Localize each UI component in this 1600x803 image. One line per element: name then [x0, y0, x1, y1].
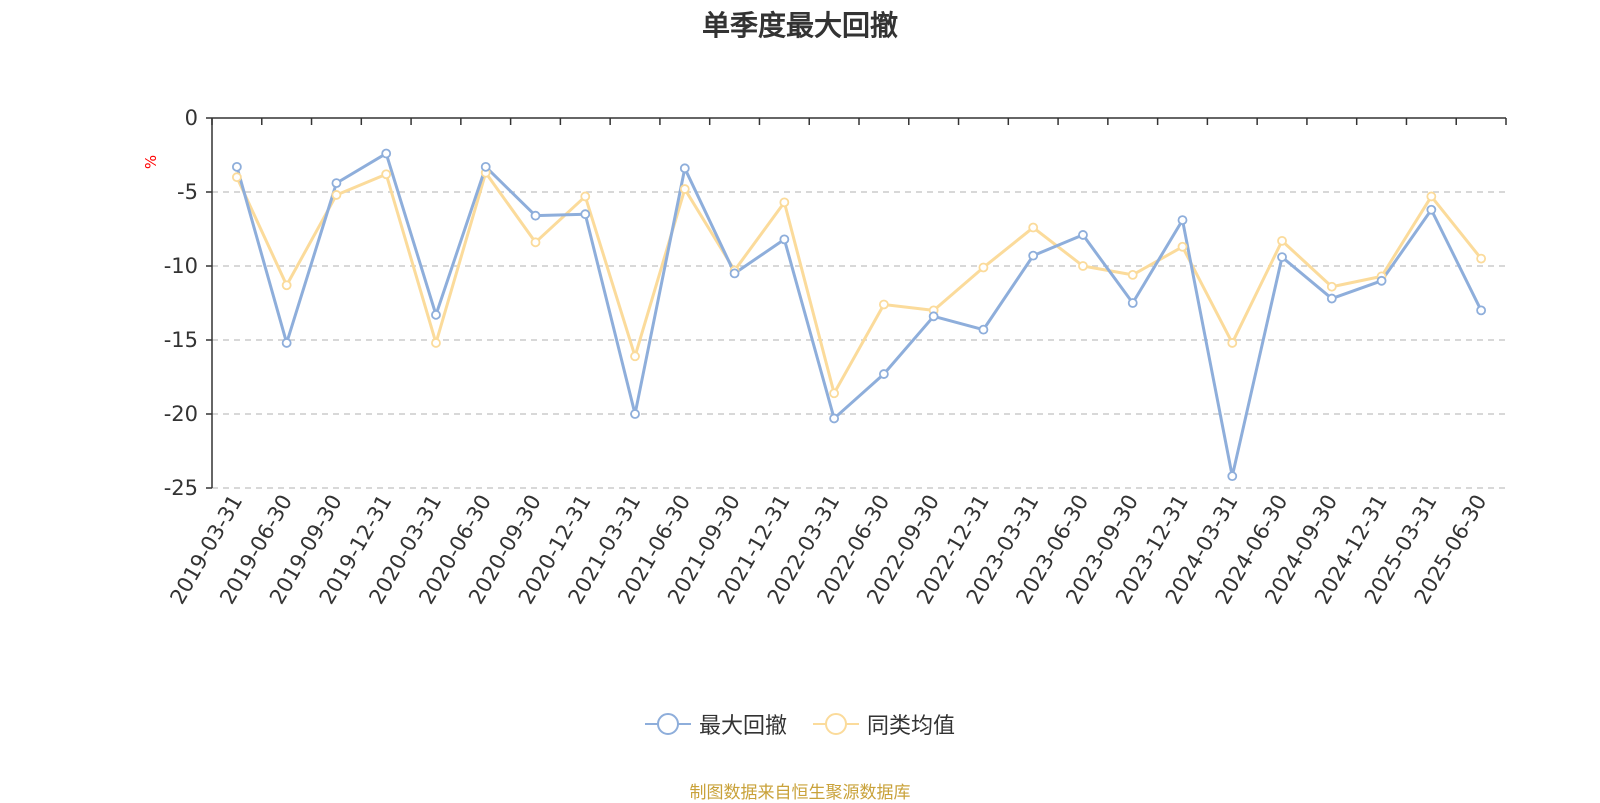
data-point-series-2[interactable]	[1078, 261, 1088, 271]
data-point-series-1[interactable]	[480, 161, 491, 172]
legend-label-series-1: 最大回撤	[698, 714, 787, 739]
y-axis-unit-label: %	[142, 155, 160, 169]
legend-item-series-2[interactable]: 同类均值	[813, 708, 955, 740]
data-point-series-1[interactable]	[1028, 250, 1039, 261]
data-point-series-2[interactable]	[1326, 281, 1337, 292]
chart-title: 单季度最大回撤	[701, 9, 898, 42]
data-point-series-1[interactable]	[1227, 471, 1238, 482]
data-point-series-1[interactable]	[1426, 204, 1437, 215]
data-point-series-1[interactable]	[978, 324, 989, 335]
data-point-series-1[interactable]	[928, 311, 939, 322]
data-point-series-1[interactable]	[281, 338, 292, 348]
data-point-series-2[interactable]	[779, 197, 790, 208]
y-tick-label: -5	[177, 180, 198, 204]
data-point-series-2[interactable]	[431, 338, 441, 348]
data-point-series-1[interactable]	[1127, 298, 1138, 308]
data-point-series-2[interactable]	[331, 190, 342, 200]
data-point-series-1[interactable]	[630, 409, 640, 419]
data-point-series-2[interactable]	[530, 237, 541, 248]
series-line-1	[235, 152, 1483, 478]
data-point-series-2[interactable]	[231, 172, 242, 183]
y-tick-label: -15	[164, 328, 198, 352]
axes	[206, 117, 1507, 489]
data-point-series-1[interactable]	[381, 148, 392, 159]
data-point-series-1[interactable]	[779, 234, 790, 245]
legend-symbol-series-2	[813, 713, 859, 735]
data-point-series-2[interactable]	[1127, 269, 1138, 280]
data-point-series-1[interactable]	[1177, 215, 1188, 226]
tick-labels: 0-5-10-15-20-252019-03-312019-06-302019-…	[164, 106, 1492, 608]
data-point-series-1[interactable]	[1078, 230, 1088, 240]
data-point-series-2[interactable]	[1177, 241, 1188, 252]
legend: 最大回撤 同类均值	[0, 708, 1600, 740]
data-point-series-1[interactable]	[729, 268, 740, 279]
data-point-series-1[interactable]	[231, 161, 242, 172]
data-point-series-1[interactable]	[1277, 252, 1287, 263]
data-point-series-2[interactable]	[1028, 222, 1039, 233]
y-tick-label: -10	[164, 254, 198, 278]
y-tick-label: 0	[185, 106, 198, 130]
data-point-series-2[interactable]	[1277, 235, 1287, 246]
y-tick-label: -25	[164, 476, 198, 500]
data-point-series-1[interactable]	[829, 413, 840, 424]
data-point-series-2[interactable]	[281, 280, 292, 291]
data-point-series-2[interactable]	[580, 191, 591, 202]
data-point-series-1[interactable]	[580, 209, 591, 220]
data-point-series-2[interactable]	[978, 262, 989, 273]
data-point-series-1[interactable]	[530, 210, 541, 221]
grid-lines	[212, 191, 1506, 489]
data-point-series-1[interactable]	[1326, 293, 1337, 304]
data-point-series-2[interactable]	[630, 351, 640, 362]
data-point-series-1[interactable]	[331, 178, 342, 189]
legend-label-series-2: 同类均值	[867, 714, 956, 739]
data-point-series-1[interactable]	[431, 309, 441, 320]
data-source-note: 制图数据来自恒生聚源数据库	[689, 783, 911, 803]
data-point-series-2[interactable]	[1426, 191, 1437, 202]
data-point-series-2[interactable]	[1476, 253, 1487, 264]
data-point-series-2[interactable]	[878, 299, 889, 310]
data-point-series-2[interactable]	[829, 388, 840, 399]
data-point-series-2[interactable]	[679, 184, 690, 194]
data-point-series-1[interactable]	[1476, 305, 1487, 316]
legend-item-series-1[interactable]: 最大回撤	[644, 708, 787, 740]
data-point-series-1[interactable]	[1376, 275, 1387, 286]
data-point-series-2[interactable]	[1227, 338, 1238, 348]
data-point-series-1[interactable]	[679, 163, 690, 174]
data-point-series-2[interactable]	[381, 169, 392, 180]
data-point-series-1[interactable]	[878, 369, 889, 379]
series-line-2	[235, 171, 1483, 395]
legend-symbol-series-1	[644, 713, 691, 735]
series-lines	[231, 148, 1487, 482]
y-tick-label: -20	[164, 402, 198, 426]
